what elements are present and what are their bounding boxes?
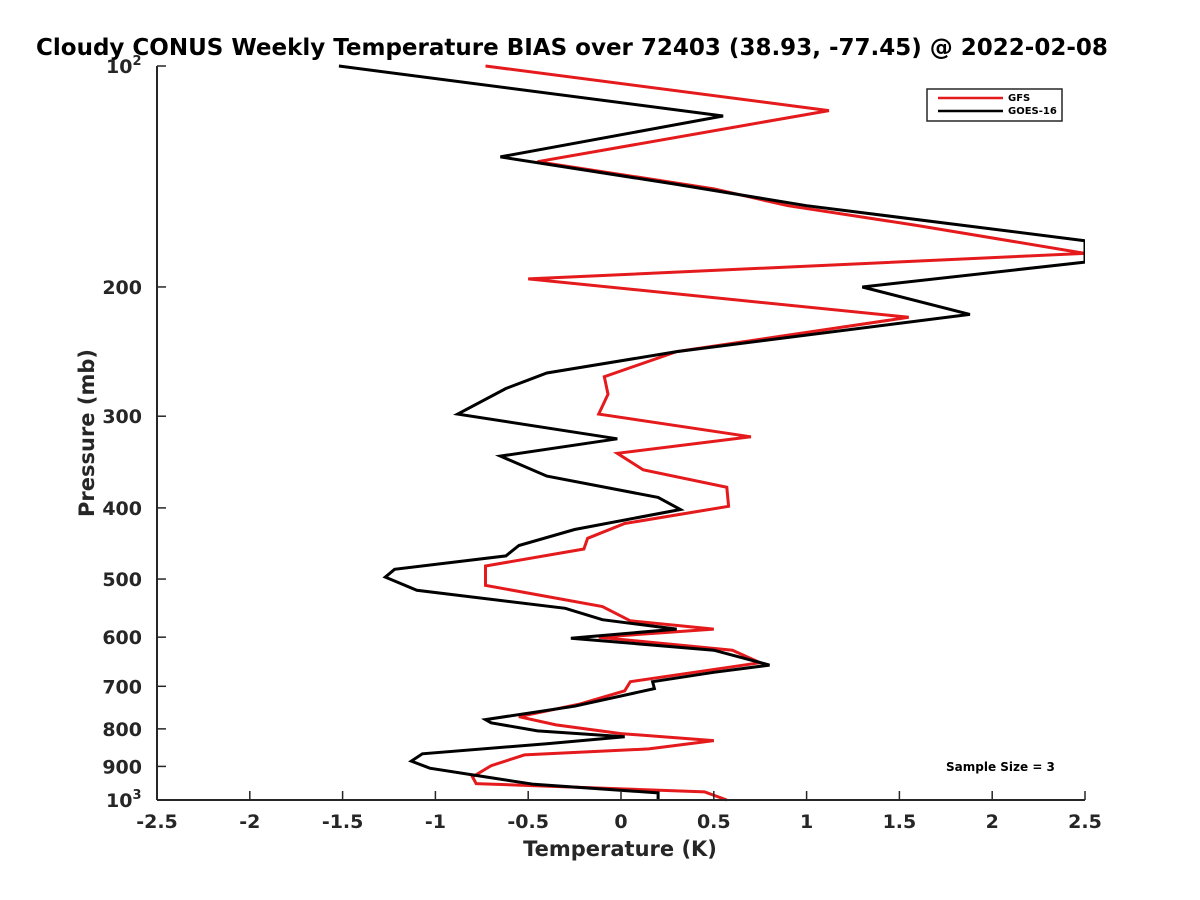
legend-box xyxy=(926,88,1063,122)
x-tick-label: 1 xyxy=(800,811,813,833)
y-tick-base: 10 xyxy=(106,56,132,78)
y-tick-label: 500 xyxy=(102,569,142,591)
y-tick-label: 400 xyxy=(102,498,142,520)
x-tick-label: -1 xyxy=(425,811,446,833)
y-tick-exponent: 2 xyxy=(132,54,141,69)
chart-title: Cloudy CONUS Weekly Temperature BIAS ove… xyxy=(36,35,1108,61)
y-tick-label: 300 xyxy=(102,406,142,428)
y-tick-exponent: 3 xyxy=(132,788,141,803)
x-tick-label: -1.5 xyxy=(322,811,364,833)
sample-size-annotation: Sample Size = 3 xyxy=(946,760,1055,774)
series-line-gfs xyxy=(470,64,1085,802)
y-tick-label: 103 xyxy=(106,788,142,812)
y-axis-label: Pressure (mb) xyxy=(75,349,99,517)
plot-area xyxy=(338,64,1085,802)
y-tick-label: 200 xyxy=(102,277,142,299)
x-tick-label: 2.5 xyxy=(1068,811,1102,833)
series-line-goes-16 xyxy=(338,64,1085,800)
y-tick-base: 10 xyxy=(106,790,132,812)
x-tick-label: 0 xyxy=(614,811,627,833)
x-tick-label: 0.5 xyxy=(697,811,731,833)
x-tick-label: -2 xyxy=(239,811,260,833)
x-axis-label: Temperature (K) xyxy=(523,837,717,861)
y-tick-label: 102 xyxy=(106,54,142,78)
legend: GFS GOES-16 xyxy=(926,88,1063,122)
x-axis-ticks: -2.5 -2 -1.5 -1 -0.5 0 0.5 1 1.5 2 2.5 xyxy=(136,791,1102,833)
x-tick-label: -2.5 xyxy=(136,811,178,833)
y-tick-label: 700 xyxy=(102,676,142,698)
x-tick-label: -0.5 xyxy=(507,811,549,833)
legend-label-gfs: GFS xyxy=(1008,93,1030,104)
legend-label-goes16: GOES-16 xyxy=(1008,106,1057,117)
x-tick-label: 1.5 xyxy=(883,811,917,833)
y-tick-label: 900 xyxy=(102,756,142,778)
x-tick-label: 2 xyxy=(986,811,999,833)
y-tick-label: 600 xyxy=(102,627,142,649)
y-tick-label: 800 xyxy=(102,719,142,741)
